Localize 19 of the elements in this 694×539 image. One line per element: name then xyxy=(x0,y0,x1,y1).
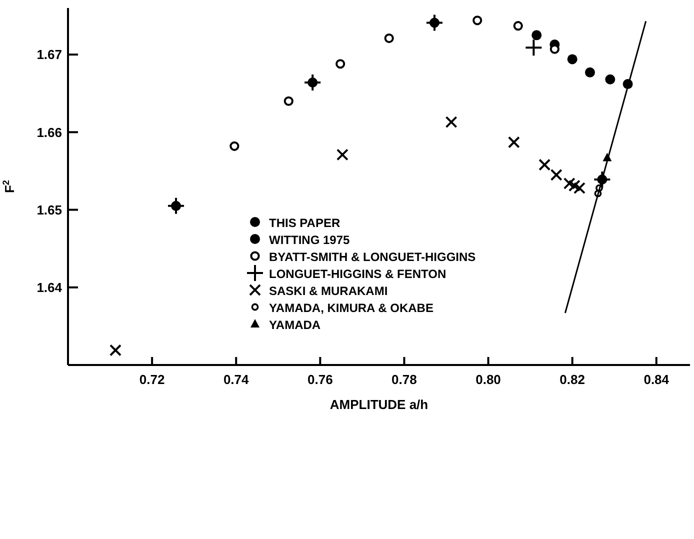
legend-label: BYATT-SMITH & LONGUET-HIGGINS xyxy=(269,250,476,264)
y-tick-label: 1.65 xyxy=(36,202,62,218)
legend-label: WITTING 1975 xyxy=(269,233,350,247)
x-tick-label: 0.82 xyxy=(560,372,585,388)
x-tick-label: 0.80 xyxy=(476,372,501,388)
legend-label: SASKI & MURAKAMI xyxy=(269,284,388,298)
x-axis-title: AMPLITUDE a/h xyxy=(330,397,428,412)
x-tick-label: 0.84 xyxy=(644,372,670,388)
legend-label: LONGUET-HIGGINS & FENTON xyxy=(269,267,446,281)
legend-label: THIS PAPER xyxy=(269,216,340,230)
x-tick-label: 0.74 xyxy=(223,372,250,388)
y-tick-label: 1.66 xyxy=(36,124,62,140)
x-tick-label: 0.76 xyxy=(308,372,333,388)
legend-label: YAMADA, KIMURA & OKABE xyxy=(269,301,434,315)
y-tick-label: 1.67 xyxy=(36,47,62,62)
x-tick-label: 0.78 xyxy=(392,372,417,388)
y-tick-label: 1.64 xyxy=(36,280,63,296)
x-tick-label: 0.72 xyxy=(139,372,165,388)
legend-label: YAMADA xyxy=(269,318,321,332)
